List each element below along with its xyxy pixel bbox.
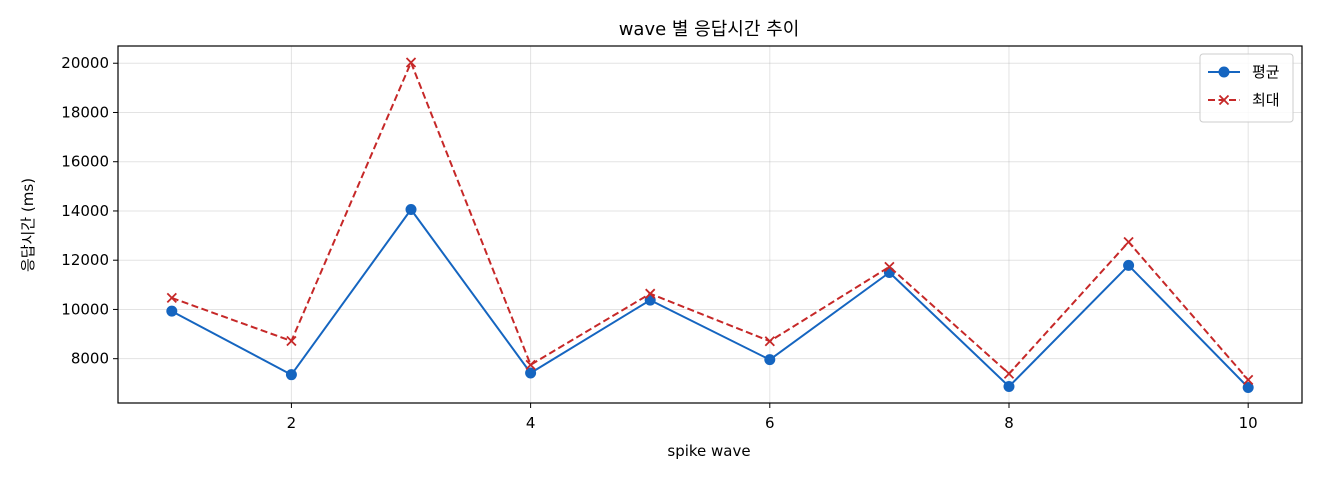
y-tick-label: 18000 <box>61 103 109 121</box>
y-tick-label: 16000 <box>61 153 109 171</box>
data-point <box>525 367 537 379</box>
legend-marker <box>1218 66 1230 78</box>
data-point <box>166 305 178 317</box>
data-point <box>764 336 775 347</box>
legend-entry: 평균 <box>1208 63 1280 81</box>
data-point <box>286 335 297 347</box>
data-point <box>1123 236 1134 248</box>
data-point <box>1003 381 1015 393</box>
series-1 <box>166 203 1254 393</box>
data-point <box>644 294 656 306</box>
y-tick-label: 20000 <box>61 54 109 72</box>
axis-ticks: 2 4 6 8 10 8000 10000 12000 14000 16000 18000 20000 <box>61 54 1257 432</box>
series-2 <box>166 57 1254 385</box>
grid-lines <box>118 46 1302 403</box>
legend-marker <box>1218 94 1230 106</box>
x-tick-label: 2 <box>287 414 297 432</box>
legend-entry: 최대 <box>1208 91 1280 109</box>
legend-label: 최대 <box>1252 91 1280 109</box>
data-point <box>1123 259 1135 271</box>
series-layer <box>166 57 1254 393</box>
data-point <box>1242 381 1254 393</box>
y-tick-label: 10000 <box>61 300 109 318</box>
x-tick-label: 10 <box>1239 414 1258 432</box>
data-point <box>764 354 776 366</box>
y-tick-label: 8000 <box>71 350 109 368</box>
data-point <box>1003 368 1015 379</box>
x-tick-label: 8 <box>1004 414 1014 432</box>
data-point <box>1243 374 1254 385</box>
x-tick-label: 4 <box>526 414 536 432</box>
x-tick-label: 6 <box>765 414 775 432</box>
x-axis-label: spike wave <box>667 442 750 460</box>
legend-label: 평균 <box>1252 63 1280 81</box>
series-line <box>171 208 1249 389</box>
data-point <box>645 288 656 299</box>
y-tick-label: 12000 <box>61 251 109 269</box>
data-point <box>405 203 417 215</box>
data-point <box>525 359 536 370</box>
plot-frame <box>117 45 1303 404</box>
y-axis-label: 응답시간 (ms) <box>19 178 37 272</box>
y-tick-label: 14000 <box>61 202 109 220</box>
data-point <box>405 57 417 68</box>
data-point <box>285 369 297 381</box>
series-line <box>171 61 1249 381</box>
data-point <box>166 292 177 304</box>
chart-title: wave 별 응답시간 추이 <box>619 19 800 40</box>
data-point <box>884 261 895 272</box>
